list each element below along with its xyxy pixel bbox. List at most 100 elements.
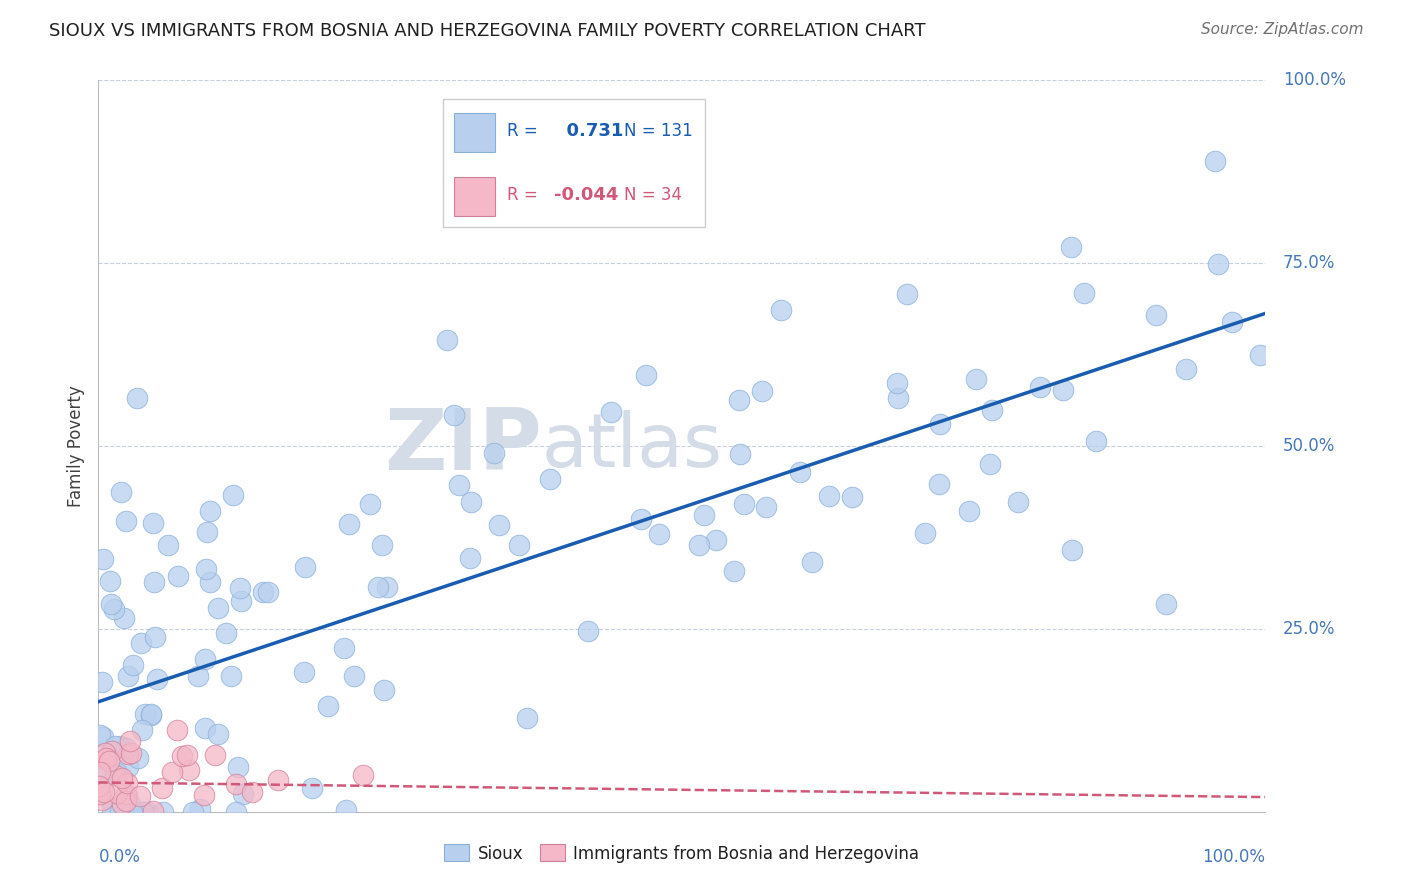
Point (1154, 597, 1177, 611)
Point (929, 417, 952, 431)
Point (688, 538, 710, 552)
Text: 0.731: 0.731 (554, 121, 623, 139)
Point (226, 760, 249, 774)
Point (600, 405, 623, 419)
Point (105, 765, 128, 780)
Point (207, 727, 229, 741)
Point (146, 672, 169, 686)
Point (1249, 348, 1271, 362)
Point (294, 559, 316, 574)
Point (538, 472, 561, 486)
Point (449, 478, 471, 492)
Point (648, 527, 671, 541)
Point (136, 805, 159, 819)
Point (152, 805, 174, 819)
Point (1073, 286, 1095, 301)
Point (769, 303, 792, 318)
Point (118, 734, 141, 748)
Text: 25.0%: 25.0% (1282, 620, 1336, 638)
Point (193, 789, 215, 803)
Point (367, 580, 389, 594)
Point (1029, 380, 1052, 394)
Point (335, 803, 357, 817)
Point (94, 746, 117, 760)
Point (1085, 434, 1108, 449)
Point (142, 516, 165, 531)
Point (458, 550, 481, 565)
Point (373, 682, 395, 697)
Text: 50.0%: 50.0% (1282, 437, 1336, 455)
Point (91, 793, 114, 807)
Point (141, 708, 163, 723)
Point (343, 669, 366, 683)
Point (194, 652, 217, 666)
Point (141, 706, 163, 721)
Point (207, 601, 229, 615)
Point (229, 594, 252, 608)
Point (200, 504, 222, 518)
Point (252, 584, 274, 599)
Point (150, 780, 173, 795)
Point (730, 447, 752, 461)
FancyBboxPatch shape (443, 98, 706, 227)
Point (114, 515, 136, 529)
Point (981, 403, 1004, 417)
Point (87, 779, 110, 793)
Point (145, 630, 167, 644)
Text: 100.0%: 100.0% (1202, 848, 1265, 866)
Point (634, 368, 657, 382)
Text: ZIP: ZIP (384, 404, 541, 488)
Point (89, 788, 111, 802)
Point (887, 391, 910, 405)
Point (436, 333, 458, 347)
Point (122, 658, 145, 673)
Point (127, 751, 149, 765)
Point (132, 805, 155, 819)
Point (482, 446, 505, 460)
Point (181, 805, 204, 819)
Text: -0.044: -0.044 (554, 186, 617, 203)
Point (117, 760, 139, 774)
Point (375, 581, 398, 595)
Point (733, 497, 755, 511)
Point (914, 526, 936, 541)
Point (817, 489, 839, 503)
Point (121, 805, 143, 819)
Point (134, 706, 156, 721)
Point (112, 611, 135, 625)
Point (225, 805, 247, 819)
Point (267, 773, 290, 788)
Text: R =: R = (508, 121, 537, 139)
Point (1144, 308, 1167, 322)
Point (156, 538, 179, 552)
Point (1206, 257, 1229, 271)
Point (115, 741, 138, 756)
Text: 75.0%: 75.0% (1282, 254, 1336, 272)
Point (337, 517, 360, 532)
Point (225, 777, 247, 791)
Point (723, 565, 745, 579)
Point (118, 799, 141, 814)
Point (928, 477, 950, 491)
Point (142, 805, 165, 819)
Point (965, 371, 987, 385)
Point (188, 801, 211, 815)
Bar (454, 178, 495, 216)
Point (841, 491, 863, 505)
Point (194, 721, 217, 735)
Point (117, 668, 139, 682)
Point (301, 780, 323, 795)
Bar (454, 113, 495, 152)
Point (352, 768, 374, 782)
Text: N = 34: N = 34 (623, 186, 682, 203)
Point (728, 392, 751, 407)
Point (1007, 495, 1029, 509)
Point (166, 723, 188, 738)
Point (131, 723, 153, 738)
Point (886, 376, 908, 390)
Point (228, 582, 250, 596)
Point (91, 552, 114, 566)
Point (370, 538, 392, 552)
Point (118, 805, 141, 819)
Point (114, 805, 136, 819)
